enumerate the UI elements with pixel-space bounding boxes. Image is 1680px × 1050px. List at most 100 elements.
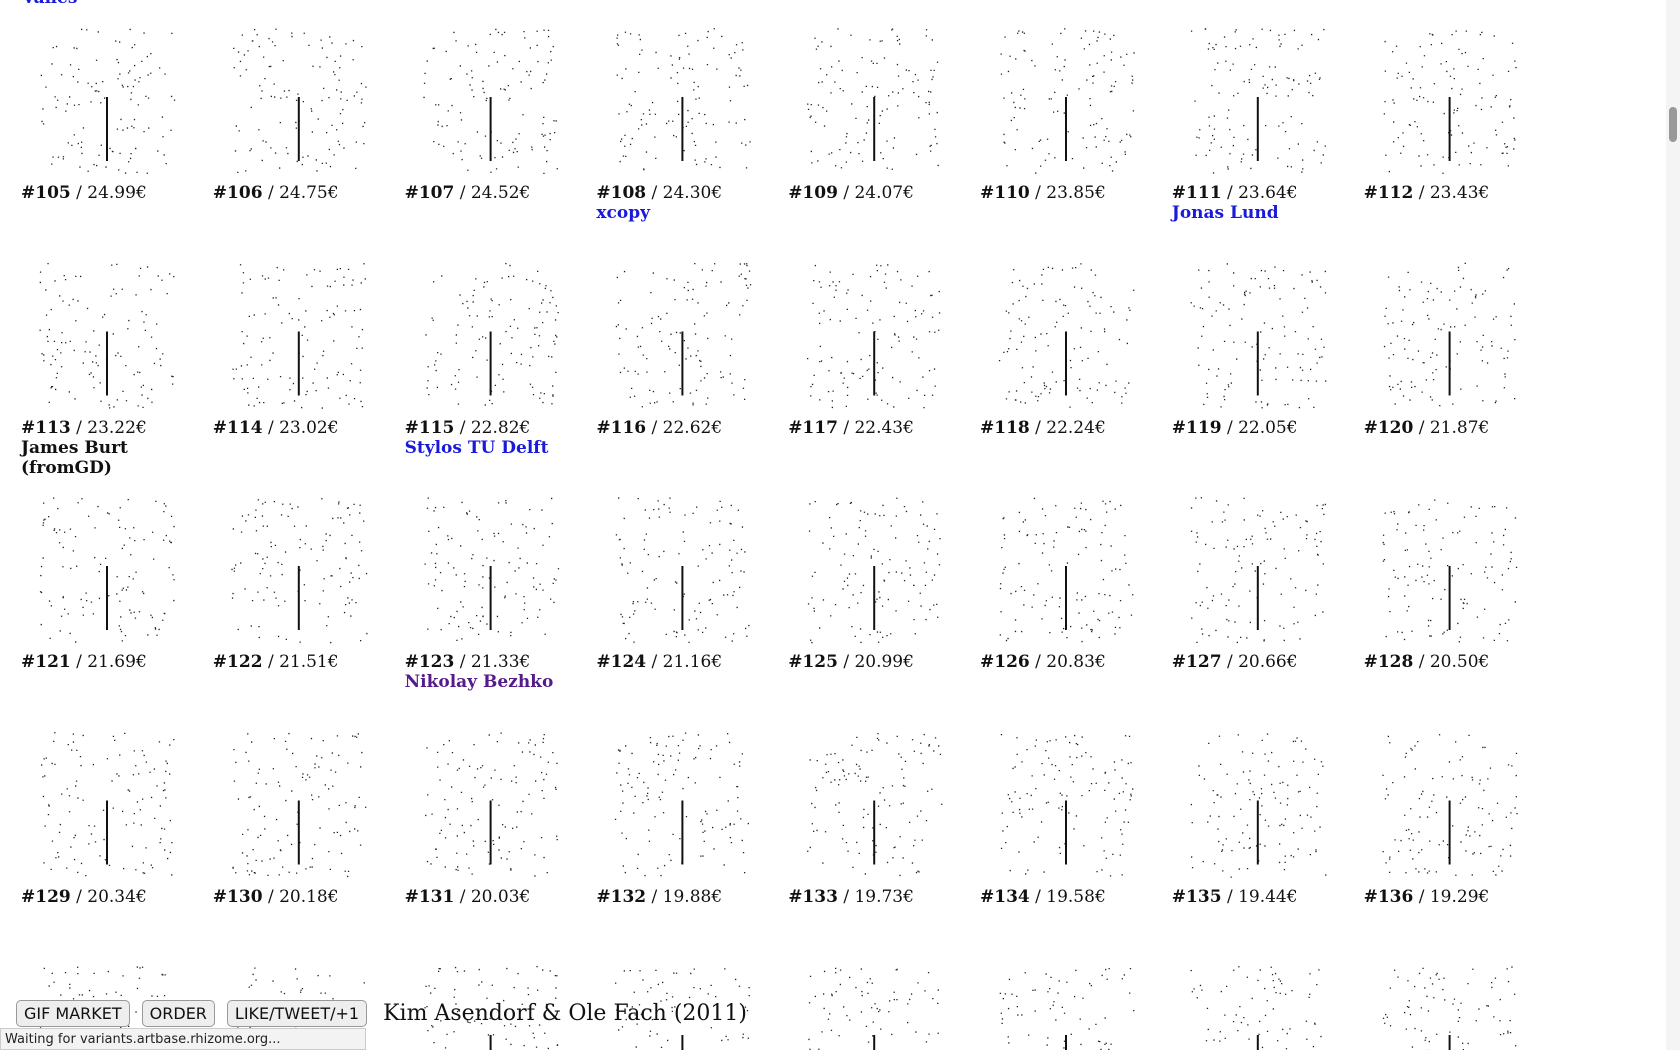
tree-image[interactable]: [1382, 966, 1518, 1050]
item-label: #114 / 23.02€: [213, 418, 393, 438]
item-price: / 24.07€: [843, 183, 914, 203]
tree-image[interactable]: [807, 264, 941, 409]
item-id: #108: [596, 183, 647, 203]
buyer-name[interactable]: Nikolay Bezhko: [404, 672, 554, 692]
tree-image[interactable]: [615, 263, 752, 408]
tree-image[interactable]: [1383, 30, 1517, 174]
item-price: / 21.69€: [76, 652, 147, 672]
item-id: #114: [212, 417, 263, 438]
item-label: #128 / 20.50€: [1364, 652, 1544, 672]
item-label: #116 / 22.62€: [596, 418, 776, 438]
item-price: / 20.99€: [843, 652, 914, 672]
item-id: #116: [596, 417, 647, 438]
tree-image[interactable]: [425, 732, 558, 877]
buyer-name[interactable]: James Burt (fromGD): [21, 437, 128, 478]
item-label: #123 / 21.33€ Nikolay Bezhko: [405, 652, 585, 692]
tree-image[interactable]: [1382, 734, 1518, 876]
dots: [233, 28, 367, 173]
tree-image[interactable]: [1190, 497, 1326, 644]
item-price: / 22.05€: [1226, 417, 1298, 438]
item-price: / 24.52€: [459, 183, 531, 203]
item-id: #121: [21, 652, 71, 672]
item-label: #111 / 23.64€ Jonas Lund: [1172, 183, 1352, 223]
buyer-name[interactable]: xcopy: [596, 203, 650, 223]
tree-image[interactable]: [807, 28, 939, 170]
toolbar-button[interactable]: ORDER: [141, 1000, 215, 1027]
credit: Kim Asendorf & Ole Fach (2011): [383, 1001, 747, 1026]
item-price: / 23.64€: [1226, 183, 1298, 203]
tree-image[interactable]: [424, 497, 560, 642]
tree-image[interactable]: [999, 968, 1135, 1050]
item-label: #110 / 23.85€: [980, 183, 1160, 203]
item-id: #125: [788, 652, 838, 672]
buyer-name[interactable]: Jonas Lund: [1171, 203, 1279, 223]
tree-image[interactable]: [1190, 28, 1326, 174]
tree-image[interactable]: [40, 28, 176, 174]
tree-image[interactable]: [1000, 734, 1134, 877]
item-id: #113: [21, 417, 71, 438]
item-label: #118 / 22.24€: [980, 418, 1160, 438]
item-price: / 21.16€: [651, 652, 723, 672]
tree-image[interactable]: [425, 262, 559, 406]
tree-image[interactable]: [615, 968, 750, 1050]
toolbar-button[interactable]: LIKE/TWEET/+1: [226, 1000, 368, 1027]
item-label: #135 / 19.44€: [1172, 887, 1352, 907]
tree-image[interactable]: [423, 28, 558, 174]
item-price: / 23.02€: [267, 417, 339, 438]
tree-image[interactable]: [1383, 262, 1516, 407]
item-id: #122: [212, 652, 263, 672]
scroll-thumb[interactable]: [1669, 107, 1677, 142]
item-label: #105 / 24.99€: [21, 183, 201, 203]
item-label: #113 / 23.22€ James Burt (fromGD): [21, 418, 201, 478]
dots: [425, 262, 559, 406]
tree-image[interactable]: [616, 28, 751, 171]
item-price: / 24.75€: [267, 183, 339, 203]
tree-image[interactable]: [1000, 28, 1135, 174]
tree-image[interactable]: [232, 732, 367, 878]
tree-image[interactable]: [1190, 733, 1327, 878]
dots: [615, 263, 752, 408]
status-bar: Waiting for variants.artbase.rhizome.org…: [0, 1028, 366, 1050]
buyer-name[interactable]: Vanes: [22, 0, 77, 8]
item-id: #109: [788, 183, 838, 203]
item-label: #121 / 21.69€: [21, 652, 201, 672]
buyer-name[interactable]: Stylos TU Delft: [404, 437, 549, 458]
item-id: #126: [980, 652, 1030, 672]
tree-image[interactable]: [807, 967, 939, 1050]
item-id: #131: [404, 886, 455, 907]
toolbar-button[interactable]: GIF MARKET: [16, 1000, 130, 1027]
scrollbar[interactable]: [1666, 0, 1680, 1050]
tree-image[interactable]: [233, 28, 367, 173]
dots: [807, 28, 939, 170]
tree-image[interactable]: [807, 497, 941, 644]
tree-image[interactable]: [39, 497, 175, 643]
tree-image[interactable]: [232, 263, 366, 409]
item-id: #117: [788, 417, 838, 438]
item-id: #128: [1363, 652, 1414, 672]
dots: [39, 263, 175, 409]
tree-image[interactable]: [614, 732, 749, 877]
tree-image[interactable]: [41, 732, 175, 877]
dots: [1382, 966, 1517, 1050]
tree-image[interactable]: [1190, 263, 1327, 409]
dots: [616, 28, 751, 171]
item-label: #136 / 19.29€: [1364, 887, 1544, 907]
tree-image[interactable]: [807, 733, 943, 877]
item-price: / 22.24€: [1035, 417, 1106, 438]
tree-image[interactable]: [39, 263, 175, 409]
dots: [1382, 734, 1518, 876]
tree-image[interactable]: [999, 497, 1134, 643]
item-id: #110: [980, 183, 1030, 203]
item-price: / 19.73€: [843, 886, 914, 907]
item-id: #123: [404, 652, 455, 672]
item-label: #127 / 20.66€: [1172, 652, 1352, 672]
item-price: / 23.85€: [1035, 183, 1106, 203]
tree-image[interactable]: [1190, 966, 1326, 1050]
item-id: #112: [1363, 183, 1414, 203]
tree-image[interactable]: [1382, 499, 1518, 643]
tree-image[interactable]: [231, 498, 368, 644]
item-price: / 21.87€: [1418, 417, 1490, 438]
tree-image[interactable]: [615, 497, 750, 643]
tree-image[interactable]: [424, 966, 559, 1050]
tree-image[interactable]: [998, 263, 1135, 408]
